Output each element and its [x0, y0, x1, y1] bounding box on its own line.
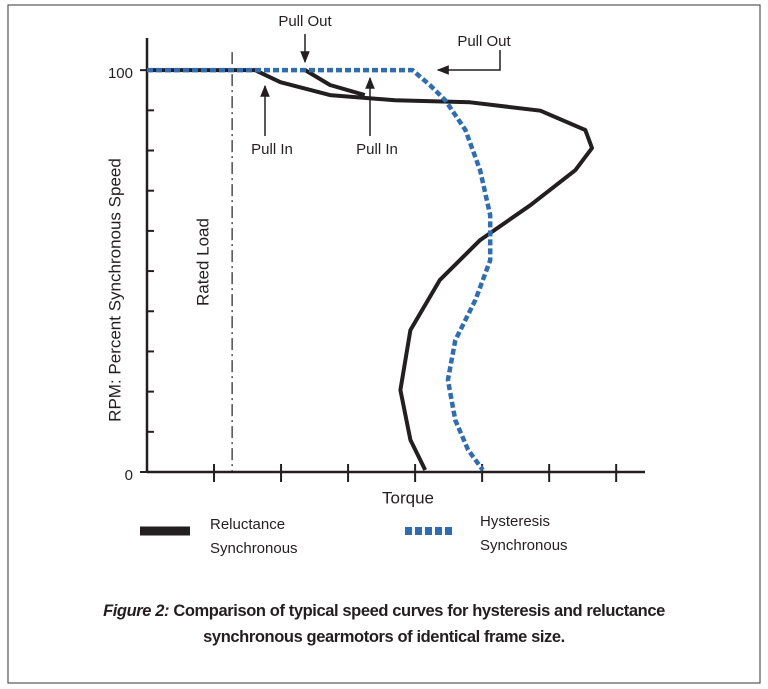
annotation: Pull Out: [278, 13, 332, 30]
caption: Figure 2: Comparison of typical speed cu…: [94, 598, 674, 650]
x-axis-label: Torque: [382, 488, 434, 507]
annotation-arrow: [436, 50, 501, 75]
y-tick-label: 100: [108, 65, 133, 82]
legend-label: Hysteresis Synchronous: [480, 513, 568, 554]
rated-load-label: Rated Load: [194, 218, 213, 306]
caption-label: Figure 2:: [103, 602, 170, 620]
series-line: [147, 68, 594, 471]
series-line: [147, 67, 493, 472]
annotation: Pull In: [356, 141, 398, 158]
y-axis-label: RPM: Percent Synchronous Speed: [105, 158, 124, 422]
annotation: Pull Out: [457, 33, 511, 50]
y-tick-label: 0: [125, 467, 133, 484]
legend-label: Reluctance Synchronous: [210, 516, 298, 557]
annotation: Pull In: [251, 141, 293, 158]
frame: [7, 4, 761, 684]
caption-text: Comparison of typical speed curves for h…: [173, 602, 665, 646]
